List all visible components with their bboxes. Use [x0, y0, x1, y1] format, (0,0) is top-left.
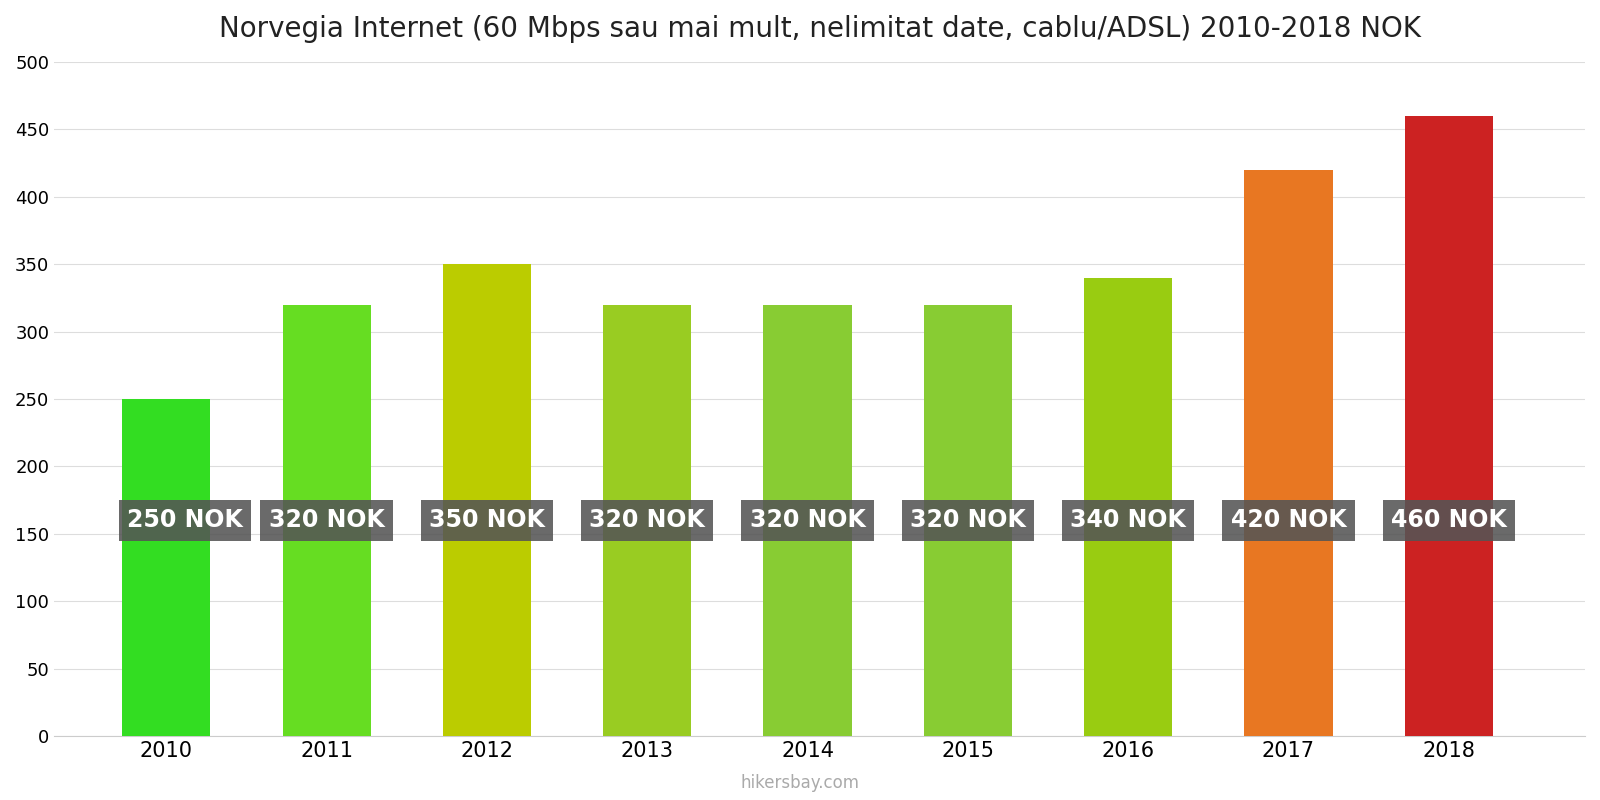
Bar: [1245, 170, 1333, 736]
Text: 320 NOK: 320 NOK: [269, 509, 384, 533]
Text: hikersbay.com: hikersbay.com: [741, 774, 859, 792]
Bar: [1405, 116, 1493, 736]
Text: 250 NOK: 250 NOK: [126, 509, 243, 533]
Bar: [122, 399, 211, 736]
Bar: [1085, 278, 1173, 736]
Bar: [603, 305, 691, 736]
Text: 420 NOK: 420 NOK: [1230, 509, 1346, 533]
Bar: [443, 264, 531, 736]
Text: 460 NOK: 460 NOK: [1390, 509, 1507, 533]
Bar: [283, 305, 371, 736]
Text: 320 NOK: 320 NOK: [589, 509, 706, 533]
Bar: [763, 305, 851, 736]
Text: 320 NOK: 320 NOK: [749, 509, 866, 533]
Text: 350 NOK: 350 NOK: [429, 509, 546, 533]
Title: Norvegia Internet (60 Mbps sau mai mult, nelimitat date, cablu/ADSL) 2010-2018 N: Norvegia Internet (60 Mbps sau mai mult,…: [219, 15, 1421, 43]
Bar: [923, 305, 1011, 736]
Text: 320 NOK: 320 NOK: [910, 509, 1026, 533]
Text: 340 NOK: 340 NOK: [1070, 509, 1186, 533]
